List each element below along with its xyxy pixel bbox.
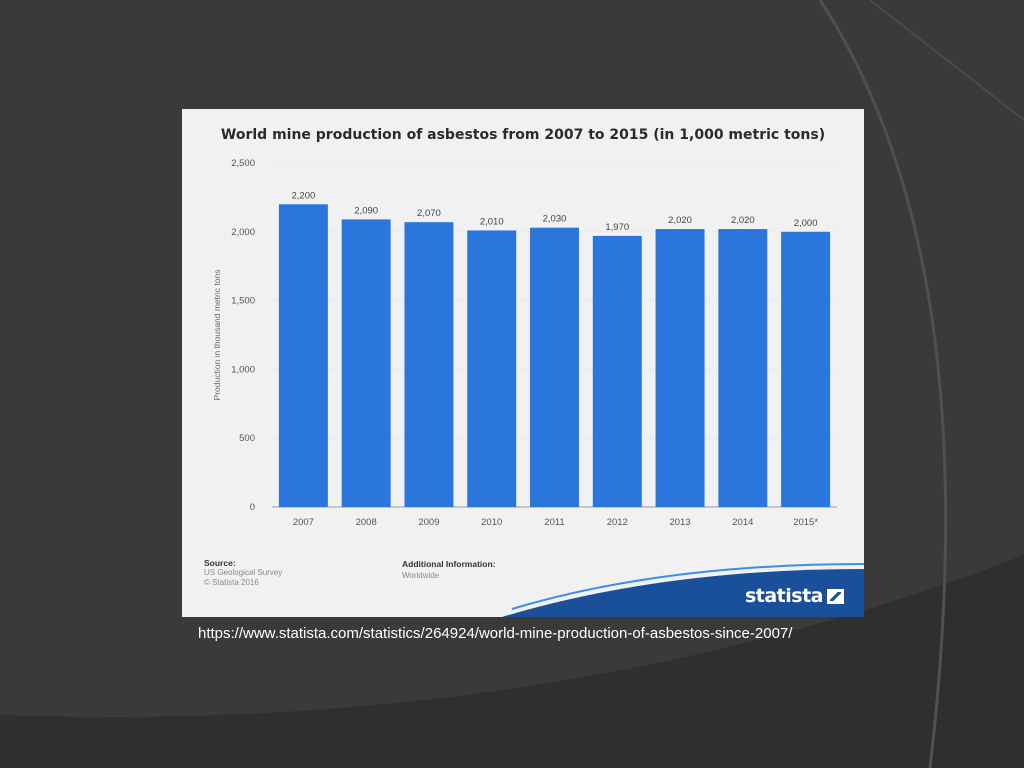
source-block: Source: US Geological Survey © Statista … bbox=[204, 558, 282, 588]
additional-info-line: Worldwide bbox=[402, 571, 440, 580]
y-tick-label: 1,000 bbox=[231, 364, 255, 375]
data-label: 2,030 bbox=[543, 214, 567, 225]
data-label: 2,020 bbox=[731, 215, 755, 226]
y-tick-label: 2,000 bbox=[231, 227, 255, 238]
bar bbox=[341, 219, 391, 507]
source-url-caption[interactable]: https://www.statista.com/statistics/2649… bbox=[198, 625, 793, 642]
source-heading: Source: bbox=[204, 558, 236, 568]
bar bbox=[530, 227, 579, 507]
bar bbox=[278, 204, 328, 507]
data-label: 1,970 bbox=[605, 222, 629, 233]
y-tick-label: 500 bbox=[239, 433, 255, 444]
statista-logo-icon bbox=[827, 588, 844, 604]
x-tick-label: 2015* bbox=[793, 517, 818, 528]
brand-name: statista bbox=[744, 585, 824, 607]
bar bbox=[781, 231, 831, 508]
statista-logo: statista bbox=[745, 585, 844, 607]
data-label: 2,000 bbox=[794, 218, 818, 229]
data-label: 2,070 bbox=[417, 208, 441, 219]
x-tick-label: 2009 bbox=[418, 517, 439, 528]
x-tick-label: 2011 bbox=[544, 517, 564, 528]
additional-info-heading: Additional Information: bbox=[402, 559, 496, 569]
bar bbox=[655, 229, 705, 507]
x-tick-label: 2012 bbox=[607, 517, 628, 528]
data-label: 2,090 bbox=[354, 205, 378, 216]
footer-band bbox=[502, 569, 864, 617]
x-tick-label: 2007 bbox=[293, 517, 314, 528]
bar bbox=[718, 229, 768, 507]
bar bbox=[592, 235, 642, 507]
data-label: 2,020 bbox=[668, 215, 692, 226]
bar-chart: 0 500 1,000 1,500 2,000 2,500 2,200 2,090 2,070… bbox=[212, 158, 864, 617]
y-tick-label: 2,500 bbox=[231, 158, 255, 169]
chart-title: World mine production of asbestos from 2… bbox=[220, 127, 826, 143]
chart-card: World mine production of asbestos from 2… bbox=[182, 109, 864, 617]
x-tick-label: 2014 bbox=[732, 517, 753, 528]
y-tick-label: 0 bbox=[250, 502, 255, 513]
bar bbox=[404, 222, 454, 507]
additional-info-block: Additional Information: Worldwide bbox=[402, 559, 496, 581]
x-tick-label: 2008 bbox=[356, 517, 377, 528]
data-label: 2,010 bbox=[480, 216, 504, 227]
data-label: 2,200 bbox=[291, 190, 315, 201]
y-tick-label: 1,500 bbox=[231, 296, 255, 307]
y-axis-title: Production in thousand metric tons bbox=[212, 270, 222, 401]
x-tick-label: 2010 bbox=[481, 517, 502, 528]
source-line: US Geological Survey bbox=[204, 568, 283, 577]
x-tick-label: 2013 bbox=[669, 517, 690, 528]
source-line: © Statista 2016 bbox=[204, 578, 259, 587]
bar bbox=[467, 230, 517, 507]
